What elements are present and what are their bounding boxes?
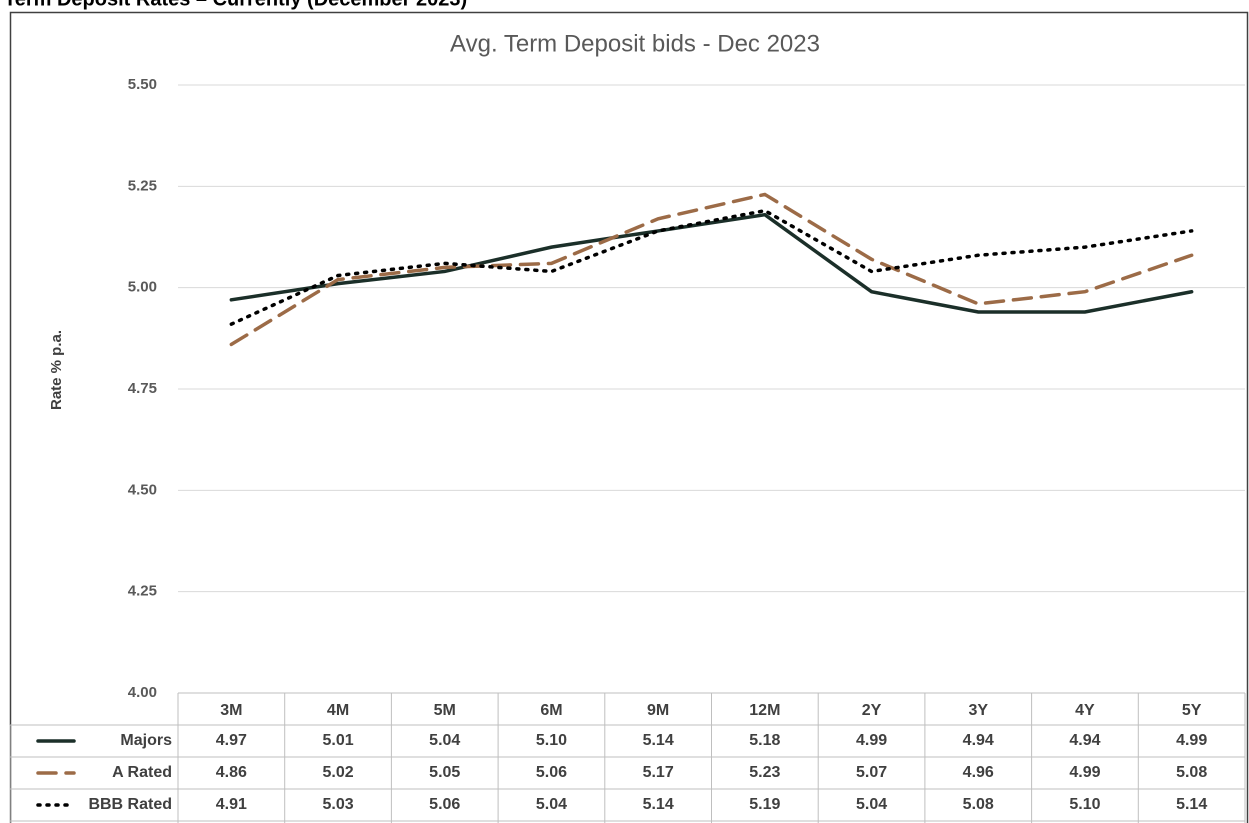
table-value: 4.97 [216,732,247,749]
legend-label: A Rated [112,764,172,781]
table-value: 5.04 [856,796,887,813]
y-tick-label: 4.75 [128,380,157,397]
table-value: 5.10 [1069,796,1100,813]
page-heading: Term Deposit Rates – Currently (December… [4,0,467,10]
table-value: 5.14 [1176,796,1207,813]
table-value: 5.10 [536,732,567,749]
table-value: 4.99 [856,732,887,749]
table-value: 4.99 [1069,764,1100,781]
x-tick-label: 3Y [968,702,988,719]
table-value: 5.19 [749,796,780,813]
table-value: 5.05 [429,764,460,781]
table-value: 5.06 [429,796,460,813]
table-value: 5.17 [643,764,674,781]
x-tick-label: 12M [749,702,780,719]
y-tick-label: 5.00 [128,279,157,296]
y-tick-label: 4.50 [128,481,157,498]
table-value: 5.08 [963,796,994,813]
table-value: 5.04 [429,732,460,749]
x-tick-label: 5Y [1182,702,1202,719]
table-value: 5.06 [536,764,567,781]
table-value: 5.02 [322,764,353,781]
x-tick-label: 3M [220,702,242,719]
legend-label: BBB Rated [88,796,172,813]
table-value: 5.03 [322,796,353,813]
y-tick-label: 4.25 [128,583,157,600]
x-tick-label: 4Y [1075,702,1095,719]
x-tick-label: 2Y [862,702,882,719]
table-value: 5.14 [643,732,674,749]
y-axis-label: Rate % p.a. [48,330,65,410]
table-value: 5.04 [536,796,567,813]
x-tick-label: 6M [540,702,562,719]
table-value: 5.18 [749,732,780,749]
x-tick-label: 4M [327,702,349,719]
table-value: 4.86 [216,764,247,781]
table-value: 5.01 [322,732,353,749]
x-tick-label: 5M [434,702,456,719]
series-line [229,208,1194,326]
chart-title: Avg. Term Deposit bids - Dec 2023 [450,30,820,57]
y-tick-label: 5.50 [128,76,157,93]
series-line [229,192,1194,347]
table-value: 4.91 [216,796,247,813]
x-tick-label: 9M [647,702,669,719]
legend-label: Majors [120,732,172,749]
table-value: 4.96 [963,764,994,781]
series-line [229,212,1194,314]
table-value: 5.23 [749,764,780,781]
y-tick-label: 4.00 [128,684,157,701]
table-value: 4.94 [963,732,994,749]
table-value: 5.14 [643,796,674,813]
table-value: 5.07 [856,764,887,781]
y-tick-label: 5.25 [128,177,157,194]
table-value: 4.99 [1176,732,1207,749]
table-value: 5.08 [1176,764,1207,781]
chart-frame [9,11,1249,823]
table-value: 4.94 [1069,732,1100,749]
